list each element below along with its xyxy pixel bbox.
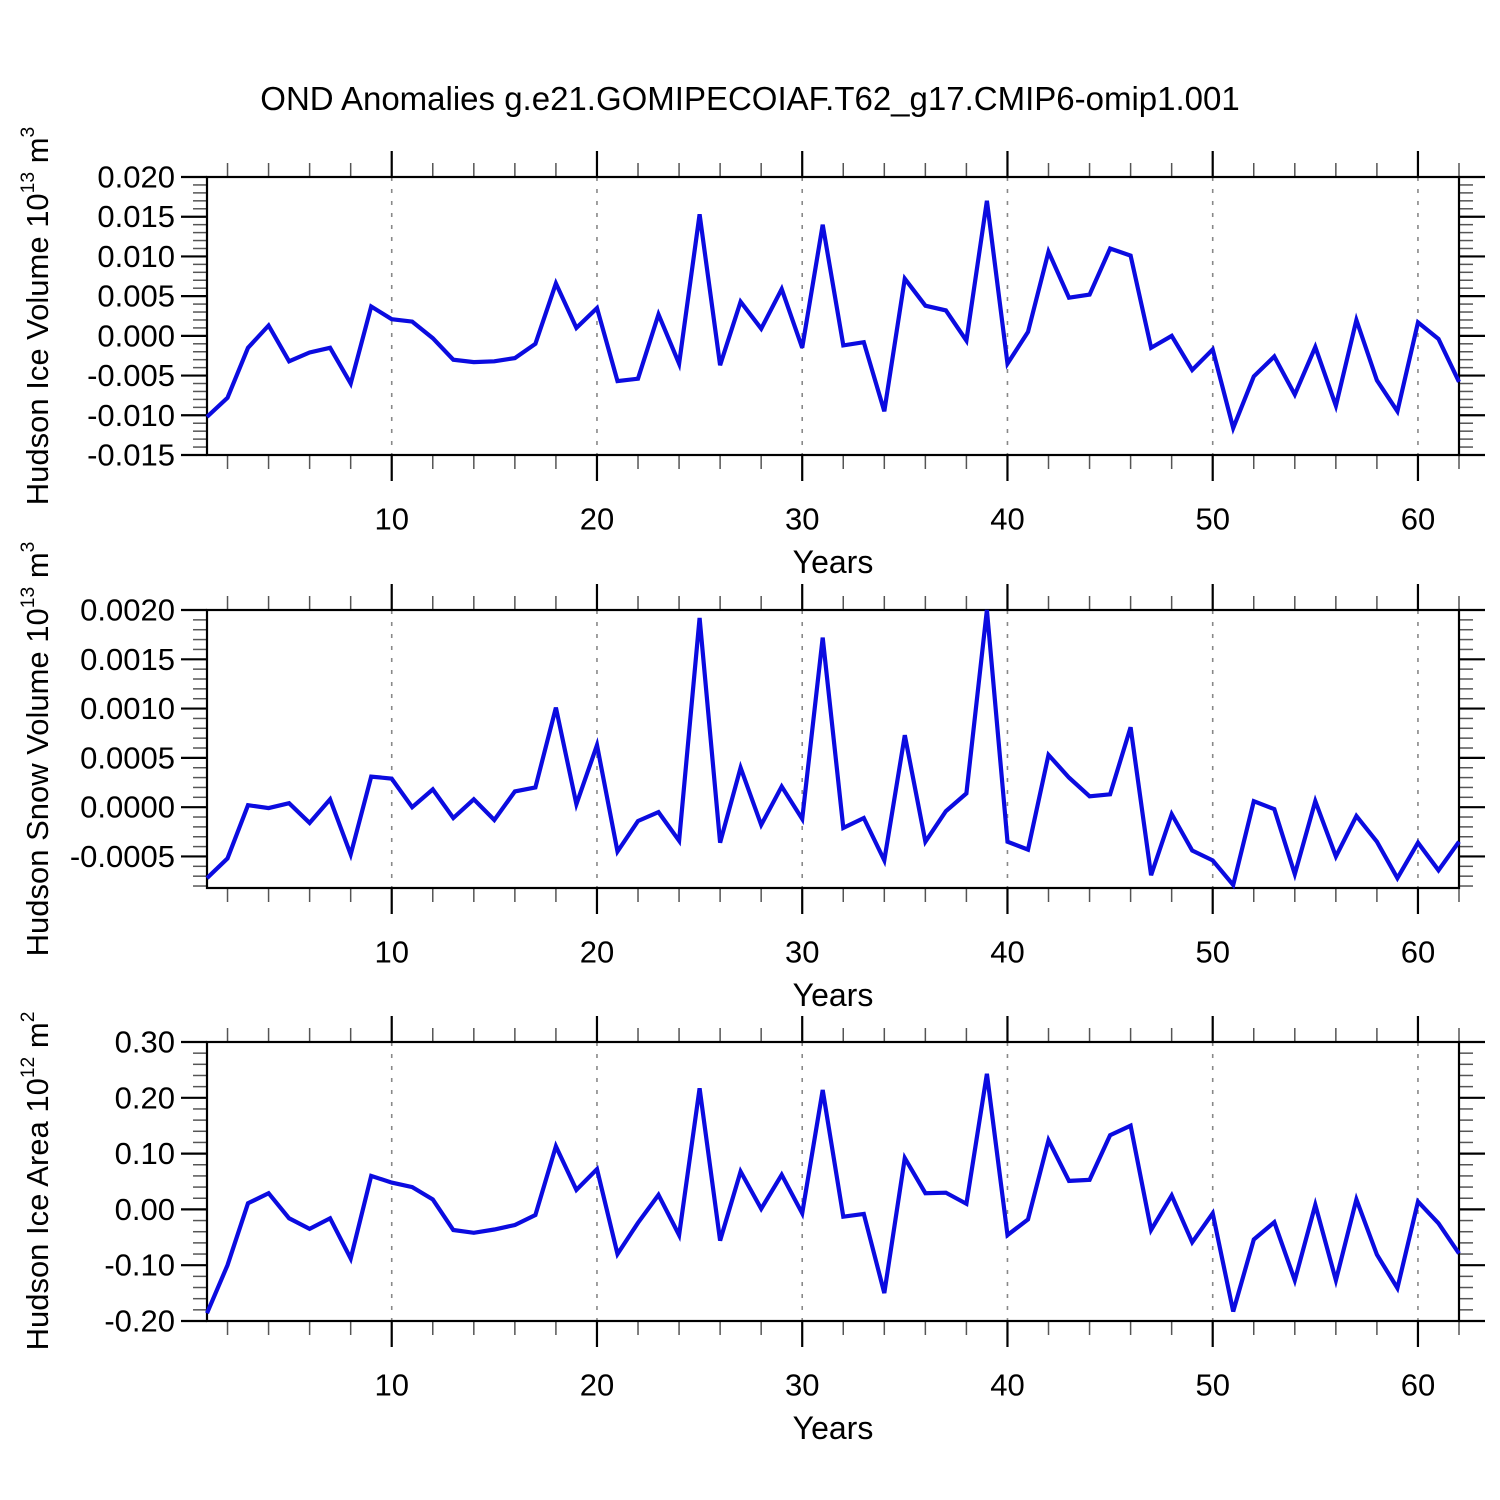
y-tick-label: 0.0010 [80,691,175,726]
panel-2: 10 20 30 40 50 60 0.30 0.20 0.10 0.00 -0.10 -0.20 Ye… [104,1016,1485,1446]
x-tick-label: 30 [785,502,819,537]
y-tick-label: -0.20 [104,1304,175,1339]
x-tick-label: 20 [580,502,614,537]
y-tick-label: -0.010 [87,398,175,433]
y-tick-label: 0.0015 [80,642,175,677]
y-tick-label: 0.020 [97,160,175,195]
data-line [205,200,1461,435]
y-tick-label: -0.015 [87,438,175,473]
x-tick-label: 10 [374,935,408,970]
x-tick-label: 20 [580,1368,614,1403]
x-axis-title: Years [793,977,874,1013]
y-tick-label: -0.0005 [70,839,175,874]
plot-frame [205,608,1461,890]
x-tick-label: 40 [990,502,1024,537]
y-tick-label: 0.0005 [80,740,175,775]
y-tick-label: 0.005 [97,279,175,314]
data-line [205,609,1461,890]
x-tick-label: 10 [374,502,408,537]
y-tick-label: 0.000 [97,318,175,353]
panel-0: 10 20 30 40 50 60 0.020 0.015 0.010 0.005 0.000 -0.… [87,151,1485,580]
x-tick-label: 30 [785,935,819,970]
data-line [205,1073,1461,1315]
x-tick-label: 10 [374,1368,408,1403]
y-tick-label: 0.20 [115,1080,175,1115]
y-tick-label: 0.0020 [80,593,175,628]
y-tick-label: 0.00 [115,1192,175,1227]
y-tick-label: 0.015 [97,199,175,234]
x-tick-label: 40 [990,1368,1024,1403]
y-tick-label: 0.10 [115,1136,175,1171]
x-tick-label: 50 [1195,502,1229,537]
x-tick-label: 60 [1401,935,1435,970]
x-tick-label: 50 [1195,935,1229,970]
y-tick-label: 0.30 [115,1025,175,1060]
x-tick-label: 50 [1195,1368,1229,1403]
x-tick-label: 40 [990,935,1024,970]
y-tick-label: -0.10 [104,1248,175,1283]
plot-frame [205,1040,1461,1323]
y-tick-label: 0.010 [97,239,175,274]
x-axis-title: Years [793,1410,874,1446]
plot-frame [205,175,1461,457]
panel-1: 10 20 30 40 50 60 0.0020 0.0015 0.0010 0.0005 0.00… [70,584,1485,1013]
x-tick-label: 60 [1401,502,1435,537]
x-tick-label: 30 [785,1368,819,1403]
y-tick-label: -0.005 [87,358,175,393]
figure-title: OND Anomalies g.e21.GOMIPECOIAF.T62_g17.… [260,80,1240,117]
y-tick-label: 0.0000 [80,790,175,825]
x-tick-label: 20 [580,935,614,970]
x-axis-title: Years [793,544,874,580]
x-tick-label: 60 [1401,1368,1435,1403]
